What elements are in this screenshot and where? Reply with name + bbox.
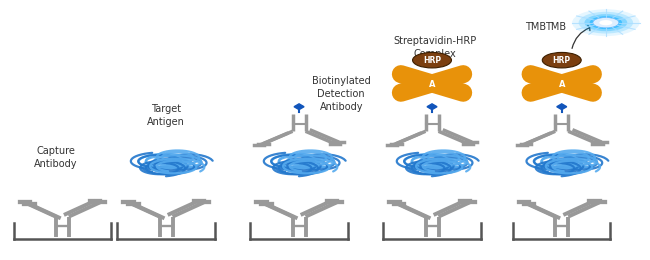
Polygon shape bbox=[557, 104, 567, 110]
Circle shape bbox=[572, 9, 640, 36]
Circle shape bbox=[584, 14, 627, 31]
Text: A: A bbox=[429, 80, 436, 89]
Circle shape bbox=[593, 17, 619, 28]
Text: Streptavidin-HRP
Complex: Streptavidin-HRP Complex bbox=[394, 36, 477, 59]
Text: Capture
Antibody: Capture Antibody bbox=[34, 146, 77, 168]
Text: HRP: HRP bbox=[552, 56, 571, 65]
Circle shape bbox=[599, 20, 612, 25]
Circle shape bbox=[590, 16, 622, 29]
Text: Biotinylated
Detection
Antibody: Biotinylated Detection Antibody bbox=[312, 76, 370, 112]
Circle shape bbox=[578, 12, 633, 34]
Polygon shape bbox=[427, 104, 437, 110]
Circle shape bbox=[413, 53, 452, 68]
Text: Target
Antigen: Target Antigen bbox=[147, 104, 185, 127]
Text: HRP: HRP bbox=[423, 56, 441, 65]
Circle shape bbox=[542, 53, 581, 68]
Text: TMB: TMB bbox=[525, 22, 547, 31]
Polygon shape bbox=[294, 104, 304, 110]
Text: A: A bbox=[558, 80, 565, 89]
Text: TMB: TMB bbox=[545, 22, 566, 31]
